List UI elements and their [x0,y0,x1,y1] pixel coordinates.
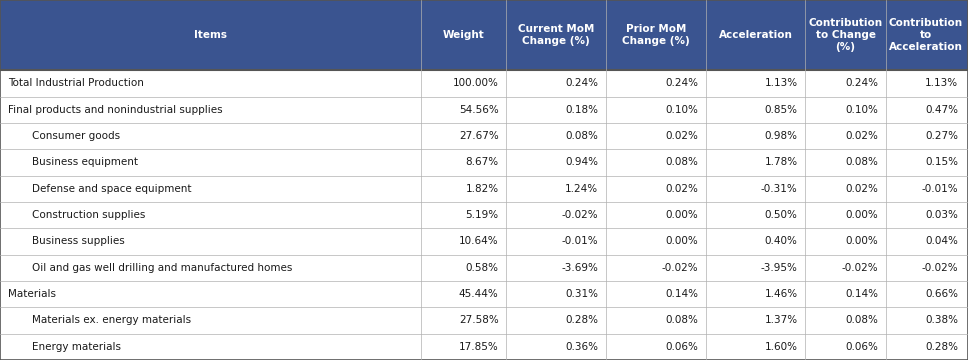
Text: 1.82%: 1.82% [466,184,499,194]
Text: 0.08%: 0.08% [845,157,878,167]
Bar [0,0,968,70]
Text: 0.94%: 0.94% [565,157,598,167]
Text: 100.00%: 100.00% [453,78,499,88]
Text: 0.10%: 0.10% [845,105,878,115]
Text: 0.27%: 0.27% [925,131,958,141]
Text: 0.14%: 0.14% [665,289,698,299]
Text: Energy materials: Energy materials [32,342,121,352]
Text: -0.02%: -0.02% [661,263,698,273]
Text: 0.00%: 0.00% [845,210,878,220]
Text: Business supplies: Business supplies [32,237,125,247]
Text: Materials: Materials [8,289,56,299]
Text: Oil and gas well drilling and manufactured homes: Oil and gas well drilling and manufactur… [32,263,292,273]
Text: -0.01%: -0.01% [561,237,598,247]
Text: 0.06%: 0.06% [665,342,698,352]
Text: 27.58%: 27.58% [459,315,499,325]
Text: Final products and nonindustrial supplies: Final products and nonindustrial supplie… [8,105,223,115]
Text: Materials ex. energy materials: Materials ex. energy materials [32,315,191,325]
Text: 0.66%: 0.66% [925,289,958,299]
Bar [0,307,968,334]
Text: Contribution
to
Acceleration: Contribution to Acceleration [889,18,963,53]
Text: 0.24%: 0.24% [845,78,878,88]
Text: 0.02%: 0.02% [665,184,698,194]
Text: 0.10%: 0.10% [665,105,698,115]
Text: Defense and space equipment: Defense and space equipment [32,184,192,194]
Bar [0,149,968,176]
Bar [0,123,968,149]
Text: 54.56%: 54.56% [459,105,499,115]
Text: 1.60%: 1.60% [765,342,798,352]
Text: 0.00%: 0.00% [665,237,698,247]
Bar [0,202,968,228]
Text: 10.64%: 10.64% [459,237,499,247]
Text: 1.13%: 1.13% [925,78,958,88]
Text: 0.08%: 0.08% [845,315,878,325]
Text: 0.36%: 0.36% [565,342,598,352]
Text: 0.28%: 0.28% [925,342,958,352]
Text: Consumer goods: Consumer goods [32,131,120,141]
Text: 0.00%: 0.00% [845,237,878,247]
Text: 0.28%: 0.28% [565,315,598,325]
Text: 1.13%: 1.13% [765,78,798,88]
Text: Construction supplies: Construction supplies [32,210,145,220]
Text: 0.98%: 0.98% [765,131,798,141]
Text: 0.08%: 0.08% [665,315,698,325]
Text: Current MoM
Change (%): Current MoM Change (%) [518,24,594,46]
Bar [0,281,968,307]
Text: 0.08%: 0.08% [665,157,698,167]
Text: 0.04%: 0.04% [925,237,958,247]
Text: 1.46%: 1.46% [765,289,798,299]
Bar [0,70,968,96]
Text: 0.24%: 0.24% [665,78,698,88]
Text: 5.19%: 5.19% [466,210,499,220]
Text: Contribution
to Change
(%): Contribution to Change (%) [808,18,883,53]
Text: -3.69%: -3.69% [561,263,598,273]
Bar [0,228,968,255]
Text: 0.24%: 0.24% [565,78,598,88]
Text: -3.95%: -3.95% [761,263,798,273]
Text: Weight: Weight [442,30,485,40]
Text: 0.14%: 0.14% [845,289,878,299]
Text: 0.03%: 0.03% [925,210,958,220]
Text: 0.85%: 0.85% [765,105,798,115]
Text: 17.85%: 17.85% [459,342,499,352]
Text: 0.08%: 0.08% [565,131,598,141]
Text: Business equipment: Business equipment [32,157,138,167]
Text: 8.67%: 8.67% [466,157,499,167]
Text: -0.02%: -0.02% [561,210,598,220]
Text: -0.31%: -0.31% [761,184,798,194]
Text: 0.40%: 0.40% [765,237,798,247]
Text: 27.67%: 27.67% [459,131,499,141]
Text: 45.44%: 45.44% [459,289,499,299]
Bar [0,255,968,281]
Text: Prior MoM
Change (%): Prior MoM Change (%) [622,24,689,46]
Text: Items: Items [194,30,227,40]
Text: 1.24%: 1.24% [565,184,598,194]
Text: Acceleration: Acceleration [718,30,793,40]
Text: -0.02%: -0.02% [841,263,878,273]
Text: 0.06%: 0.06% [845,342,878,352]
Text: 0.02%: 0.02% [845,184,878,194]
Bar [0,96,968,123]
Text: 0.02%: 0.02% [845,131,878,141]
Text: 0.31%: 0.31% [565,289,598,299]
Text: 0.38%: 0.38% [925,315,958,325]
Text: 0.15%: 0.15% [925,157,958,167]
Text: 0.50%: 0.50% [765,210,798,220]
Text: 0.00%: 0.00% [665,210,698,220]
Bar [0,334,968,360]
Text: -0.01%: -0.01% [922,184,958,194]
Text: Total Industrial Production: Total Industrial Production [8,78,143,88]
Text: 0.47%: 0.47% [925,105,958,115]
Text: 0.58%: 0.58% [466,263,499,273]
Bar [0,176,968,202]
Text: 1.37%: 1.37% [765,315,798,325]
Text: -0.02%: -0.02% [922,263,958,273]
Text: 1.78%: 1.78% [765,157,798,167]
Text: 0.02%: 0.02% [665,131,698,141]
Text: 0.18%: 0.18% [565,105,598,115]
